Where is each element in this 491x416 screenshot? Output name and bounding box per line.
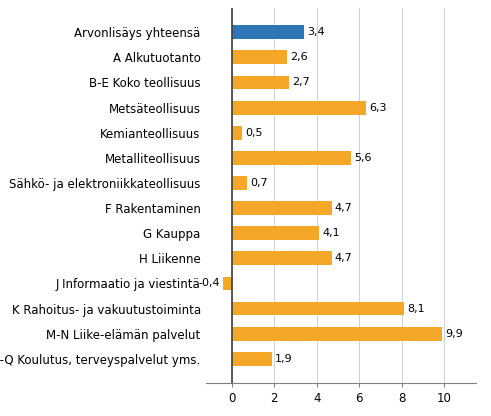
Text: 6,3: 6,3 — [369, 103, 386, 113]
Text: 4,7: 4,7 — [335, 203, 353, 213]
Text: -0,4: -0,4 — [198, 278, 220, 288]
Bar — [232, 151, 351, 165]
Bar — [223, 277, 232, 290]
Text: 2,6: 2,6 — [290, 52, 308, 62]
Text: 3,4: 3,4 — [307, 27, 325, 37]
Text: 4,7: 4,7 — [335, 253, 353, 263]
Bar — [232, 201, 332, 215]
Bar — [232, 302, 404, 315]
Bar — [232, 226, 319, 240]
Bar — [232, 251, 332, 265]
Text: 0,5: 0,5 — [246, 128, 263, 138]
Bar — [232, 327, 442, 341]
Bar — [232, 101, 366, 114]
Text: 1,9: 1,9 — [275, 354, 293, 364]
Bar — [232, 76, 289, 89]
Text: 8,1: 8,1 — [407, 304, 425, 314]
Text: 2,7: 2,7 — [292, 77, 310, 87]
Text: 0,7: 0,7 — [250, 178, 268, 188]
Text: 4,1: 4,1 — [322, 228, 340, 238]
Bar — [232, 352, 272, 366]
Bar — [232, 25, 304, 39]
Bar — [232, 176, 246, 190]
Bar — [232, 50, 287, 64]
Text: 9,9: 9,9 — [445, 329, 463, 339]
Text: 5,6: 5,6 — [354, 153, 372, 163]
Bar — [232, 126, 243, 140]
